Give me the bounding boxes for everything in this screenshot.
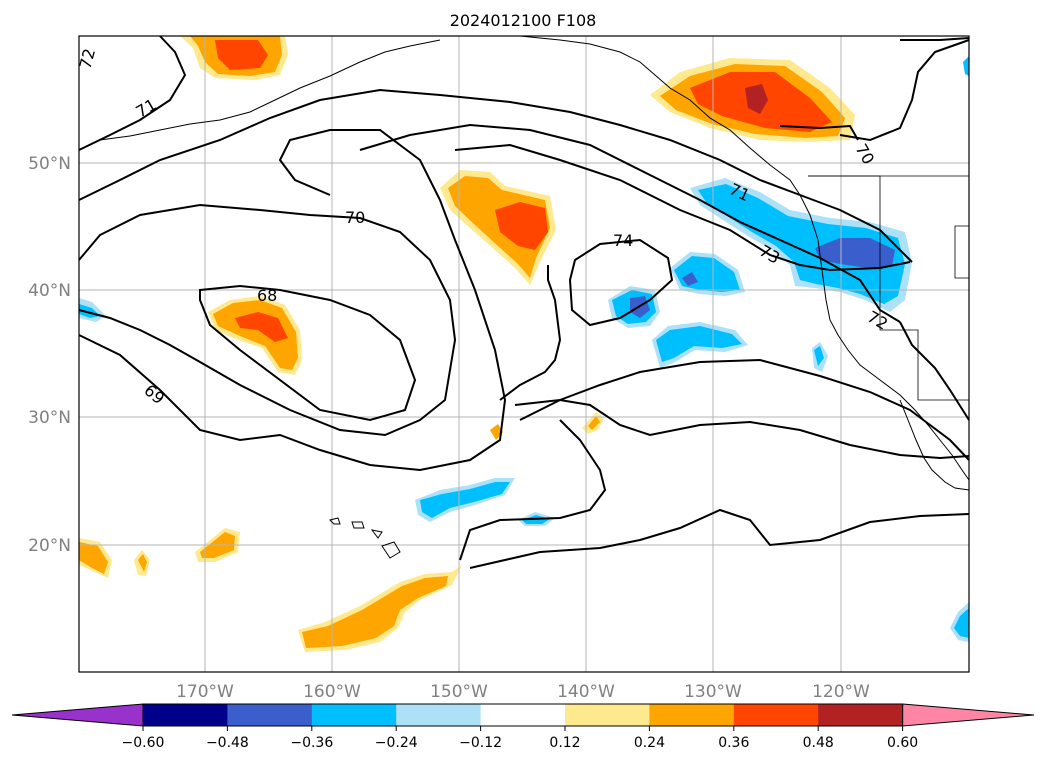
- colorbar-swatch: [565, 704, 650, 726]
- contour-label: 68: [257, 286, 277, 305]
- lon-label: 130°W: [684, 682, 742, 702]
- colorbar-tick-label: −0.60: [122, 735, 165, 751]
- colorbar-swatch: [311, 704, 397, 726]
- lat-label: 20°N: [28, 536, 71, 556]
- anomaly-patch: [745, 84, 768, 114]
- lon-label: 170°W: [176, 682, 234, 702]
- anomaly-patch: [588, 416, 600, 430]
- map-plot-area: 72 71 70 69 68 70 74 71 73 72: [76, 35, 970, 673]
- island-oahu: [351, 521, 365, 529]
- contour-lower-5: [469, 508, 970, 569]
- contour-72-east: [359, 123, 901, 323]
- anomaly-patch: [490, 424, 503, 440]
- colorbar-tick-label: 0.60: [887, 735, 918, 751]
- colorbar-tick-label: −0.48: [206, 735, 249, 751]
- coastline-baja: [899, 399, 970, 491]
- colorbar-swatch: [396, 704, 482, 726]
- island-hawaii: [381, 541, 401, 559]
- colorbar-extend-high: [902, 703, 1035, 727]
- contour-70-loop: [78, 203, 457, 437]
- contour-lower-4: [459, 419, 607, 561]
- contour-69: [78, 129, 507, 472]
- contour-72-west: [78, 35, 187, 151]
- anomaly-patch: [495, 202, 548, 250]
- contour-71: [78, 88, 913, 263]
- contour-label: 74: [613, 231, 633, 250]
- lon-label: 140°W: [557, 682, 615, 702]
- latitude-labels: 50°N 40°N 30°N 20°N: [28, 154, 71, 556]
- anomaly-patch: [963, 56, 969, 76]
- anomaly-patch: [215, 40, 268, 70]
- coastline-north-america: [519, 35, 970, 481]
- colorbar-tick-label: 0.48: [803, 735, 834, 751]
- graticule: [79, 36, 969, 672]
- colorbar-swatch: [227, 704, 313, 726]
- contour-lower-2: [499, 265, 562, 401]
- contour-73: [454, 143, 911, 272]
- coastline-aleutians: [99, 39, 441, 141]
- contour-top-right-3: [779, 124, 859, 141]
- contour-label: 72: [76, 46, 100, 71]
- longitude-labels: 170°W 160°W 150°W 140°W 130°W 120°W: [176, 682, 870, 702]
- anomaly-patch: [420, 482, 510, 518]
- lon-label: 150°W: [430, 682, 488, 702]
- colorbar-extend-low: [11, 703, 144, 727]
- colorbar-frame: [142, 703, 904, 727]
- anomaly-patch: [698, 184, 905, 304]
- contour-68: [199, 284, 417, 422]
- map-title: 2024012100 F108: [450, 11, 597, 30]
- lat-label: 40°N: [28, 281, 71, 301]
- map-frame: [78, 35, 970, 673]
- colorbar-swatch: [818, 704, 904, 726]
- contour-top-right-1: [900, 37, 970, 41]
- colorbar: −0.60 −0.48 −0.36 −0.24 −0.12 0.12 0.24 0.36 0.4…: [11, 703, 1035, 751]
- lat-label: 30°N: [28, 408, 71, 428]
- anomaly-patch: [138, 554, 147, 572]
- negative-anomaly-shading: [79, 56, 969, 642]
- contour-74: [568, 238, 674, 327]
- contour-right-edge: [899, 321, 970, 421]
- island-molokai: [370, 529, 383, 539]
- anomaly-patch: [79, 542, 108, 574]
- colorbar-tick-label: 0.36: [718, 735, 749, 751]
- colorbar-swatch: [143, 704, 228, 726]
- lon-label: 120°W: [812, 682, 870, 702]
- anomaly-patch: [235, 312, 288, 342]
- lat-label: 50°N: [28, 154, 71, 174]
- contour-top-right-2: [839, 39, 970, 142]
- anomaly-patch: [815, 238, 895, 268]
- height-contours: [78, 35, 970, 569]
- positive-anomaly-shading: [79, 36, 855, 652]
- colorbar-swatch: [733, 704, 819, 726]
- lon-label: 160°W: [303, 682, 361, 702]
- colorbar-tick-label: 0.24: [634, 735, 665, 751]
- colorbar-tick-label: −0.36: [290, 735, 333, 751]
- colorbar-tick-label: 0.12: [549, 735, 580, 751]
- island-kauai: [329, 517, 341, 525]
- contour-lower-1: [519, 358, 970, 461]
- anomaly-patch: [954, 608, 969, 638]
- anomaly-patch: [213, 300, 298, 370]
- contour-lower-3: [514, 398, 970, 460]
- colorbar-tick-label: −0.24: [375, 735, 418, 751]
- contour-label: 70: [345, 208, 365, 227]
- coastlines: [99, 35, 970, 559]
- anomaly-patch: [302, 576, 448, 648]
- colorbar-swatch: [480, 704, 566, 726]
- anomaly-patch: [682, 272, 698, 286]
- colorbar-swatch: [649, 704, 735, 726]
- colorbar-tick-label: −0.12: [459, 735, 502, 751]
- anomaly-patch: [656, 326, 742, 362]
- anomaly-patch: [814, 346, 824, 366]
